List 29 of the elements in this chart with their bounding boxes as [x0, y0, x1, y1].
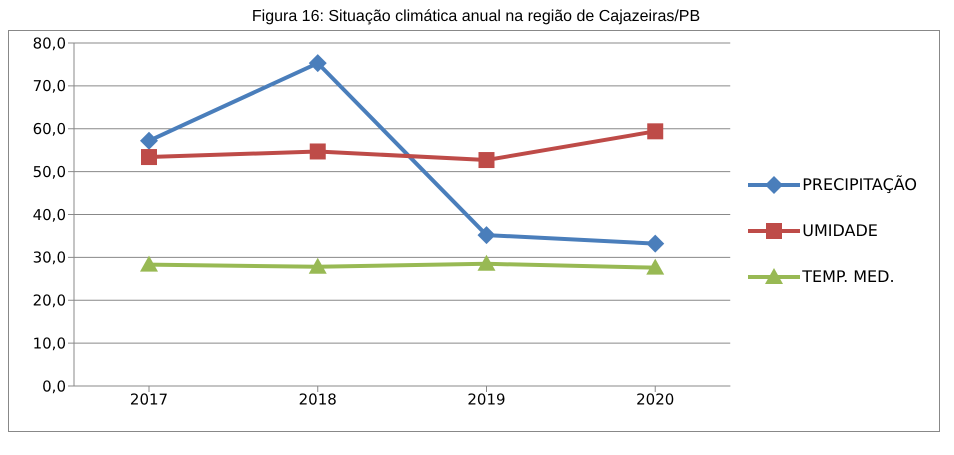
y-tick-label: 0,0	[42, 377, 66, 396]
chart-title: Figura 16: Situação climática anual na região de Cajazeiras/PB	[250, 8, 702, 27]
legend-label: PRECIPITAÇÃO	[802, 174, 917, 196]
legend-label: UMIDADE	[802, 220, 878, 242]
x-tick-label: 2019	[467, 390, 506, 409]
point	[646, 258, 664, 275]
point	[310, 143, 326, 160]
y-tick-label: 70,0	[32, 77, 66, 96]
point	[647, 123, 664, 140]
y-tick-label: 10,0	[32, 334, 66, 352]
point	[477, 254, 496, 271]
y-tick-label: 80,0	[32, 34, 66, 52]
y-tick-label: 50,0	[32, 162, 66, 181]
x-tick-label: 2017	[130, 390, 168, 409]
point	[141, 149, 157, 166]
point	[646, 234, 664, 253]
y-tick-label: 20,0	[32, 292, 66, 310]
point	[308, 54, 327, 72]
point	[477, 226, 496, 244]
point	[140, 132, 158, 150]
point	[308, 258, 327, 274]
legend-label: TEMP. MED.	[802, 266, 895, 288]
point	[478, 152, 494, 168]
y-tick-label: 60,0	[32, 120, 66, 138]
x-tick-label: 2018	[298, 390, 337, 409]
point	[140, 256, 158, 272]
x-tick-label: 2020	[636, 390, 674, 409]
y-tick-label: 30,0	[32, 248, 66, 267]
y-tick-label: 40,0	[32, 206, 66, 224]
